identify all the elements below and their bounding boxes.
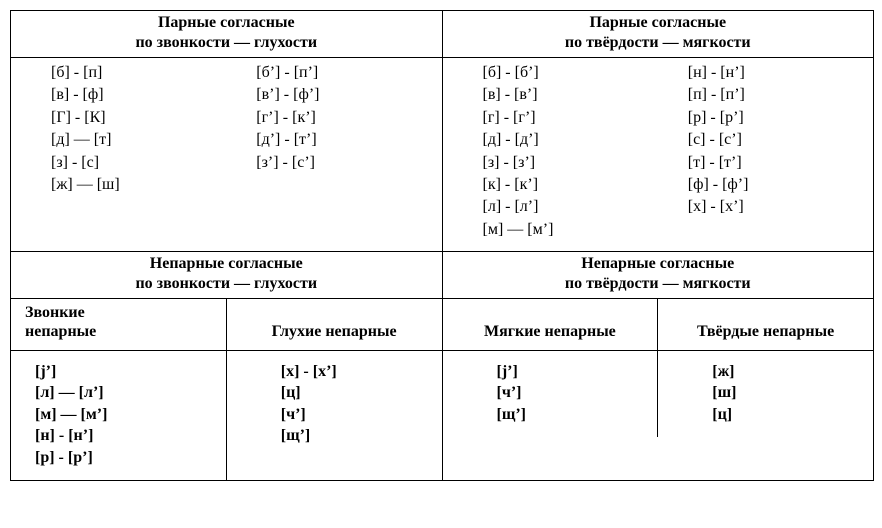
pair-item: [х] - [х’] <box>658 196 863 218</box>
pair-item: [ш] <box>672 382 865 404</box>
pair-item: [щ’] <box>457 404 650 426</box>
pair-item: [ч’] <box>241 404 434 426</box>
pair-column: [н] - [н’][п] - [п’][р] - [р’][с] - [с’]… <box>658 62 863 241</box>
pair-item: [ж] <box>672 361 865 383</box>
quarter-header: Глухие непарные <box>227 299 442 350</box>
pair-item: [з] - [з’] <box>453 152 658 174</box>
pair-item: [п] - [п’] <box>658 84 863 106</box>
pair-item: [т] - [т’] <box>658 152 863 174</box>
top-right-body: [б] - [б’][в] - [в’][г] - [г’][д] - [д’]… <box>443 58 874 251</box>
bottom-left-subgrid: Звонкие непарные [j’][л] — [л’][м] — [м’… <box>11 299 443 480</box>
pair-item: [в] - [ф] <box>21 84 226 106</box>
top-body-row: [б] - [п][в] - [ф][Г] - [К][д] — [т][з] … <box>11 58 873 252</box>
pair-item: [к] - [к’] <box>453 174 658 196</box>
quarter-body: [j’][л] — [л’][м] — [м’][н] - [н’][р] - … <box>11 351 226 481</box>
quarter-voiced-unpaired: Звонкие непарные [j’][л] — [л’][м] — [м’… <box>11 299 227 480</box>
pair-item: [з’] - [с’] <box>226 152 431 174</box>
quarter-header: Твёрдые непарные <box>658 299 873 350</box>
pair-item: [с] - [с’] <box>658 129 863 151</box>
title-line: Парные согласные <box>447 13 870 33</box>
top-left-header: Парные согласные по звонкости — глухости <box>11 11 443 57</box>
quarter-body: [ж][ш][ц] <box>658 351 873 438</box>
pair-item: [д’] - [т’] <box>226 129 431 151</box>
pair-item: [м] — [м’] <box>25 404 218 426</box>
pair-item: [н] - [н’] <box>658 62 863 84</box>
pair-item: [Г] - [К] <box>21 107 226 129</box>
pair-item: [р] - [р’] <box>658 107 863 129</box>
top-right-header: Парные согласные по твёрдости — мягкости <box>443 11 874 57</box>
bottom-left-header: Непарные согласные по звонкости — глухос… <box>11 252 443 298</box>
pair-item: [л] — [л’] <box>25 382 218 404</box>
pair-item: [ф] - [ф’] <box>658 174 863 196</box>
quarter-hard-unpaired: Твёрдые непарные [ж][ш][ц] <box>658 299 873 437</box>
top-header-row: Парные согласные по звонкости — глухости… <box>11 11 873 58</box>
quarter-header: Мягкие непарные <box>443 299 658 350</box>
pair-column: [б] - [б’][в] - [в’][г] - [г’][д] - [д’]… <box>453 62 658 241</box>
title-line: Непарные согласные <box>447 254 870 274</box>
title-line: по звонкости — глухости <box>15 33 438 53</box>
pair-item: [ц] <box>241 382 434 404</box>
pair-item: [г’] - [к’] <box>226 107 431 129</box>
pair-item: [б’] - [п’] <box>226 62 431 84</box>
pair-item: [д] — [т] <box>21 129 226 151</box>
top-left-body: [б] - [п][в] - [ф][Г] - [К][д] — [т][з] … <box>11 58 443 251</box>
pair-item: [б] - [б’] <box>453 62 658 84</box>
pair-item: [ц] <box>672 404 865 426</box>
quarter-voiceless-unpaired: Глухие непарные [х] - [х’][ц][ч’][щ’] <box>227 299 442 480</box>
pair-item: [г] - [г’] <box>453 107 658 129</box>
bottom-header-row: Непарные согласные по звонкости — глухос… <box>11 252 873 299</box>
pair-item: [ч’] <box>457 382 650 404</box>
bottom-subheader-row: Звонкие непарные [j’][л] — [л’][м] — [м’… <box>11 299 873 480</box>
pair-item: [в’] - [ф’] <box>226 84 431 106</box>
title-line: Непарные согласные <box>15 254 438 274</box>
pair-item: [в] - [в’] <box>453 84 658 106</box>
pair-item: [щ’] <box>241 425 434 447</box>
pair-item: [ж] — [ш] <box>21 174 226 196</box>
pair-item: [j’] <box>457 361 650 383</box>
consonants-table: Парные согласные по звонкости — глухости… <box>10 10 874 481</box>
pair-item: [б] - [п] <box>21 62 226 84</box>
pair-item: [з] - [с] <box>21 152 226 174</box>
title-line: по звонкости — глухости <box>15 274 438 294</box>
title-line: по твёрдости — мягкости <box>447 274 870 294</box>
quarter-body: [х] - [х’][ц][ч’][щ’] <box>227 351 442 459</box>
pair-item: [д] - [д’] <box>453 129 658 151</box>
bottom-right-subgrid: Мягкие непарные [j’][ч’][щ’] Твёрдые неп… <box>443 299 874 480</box>
title-line: по твёрдости — мягкости <box>447 33 870 53</box>
bottom-right-header: Непарные согласные по твёрдости — мягкос… <box>443 252 874 298</box>
pair-column: [б’] - [п’][в’] - [ф’][г’] - [к’][д’] - … <box>226 62 431 196</box>
pair-item: [н] - [н’] <box>25 425 218 447</box>
pair-item: [р] - [р’] <box>25 447 218 469</box>
quarter-header: Звонкие непарные <box>11 299 226 350</box>
quarter-body: [j’][ч’][щ’] <box>443 351 658 438</box>
title-line: Парные согласные <box>15 13 438 33</box>
pair-item: [м] — [м’] <box>453 219 658 241</box>
pair-column: [б] - [п][в] - [ф][Г] - [К][д] — [т][з] … <box>21 62 226 196</box>
pair-item: [х] - [х’] <box>241 361 434 383</box>
quarter-soft-unpaired: Мягкие непарные [j’][ч’][щ’] <box>443 299 659 437</box>
pair-item: [л] - [л’] <box>453 196 658 218</box>
pair-item: [j’] <box>25 361 218 383</box>
